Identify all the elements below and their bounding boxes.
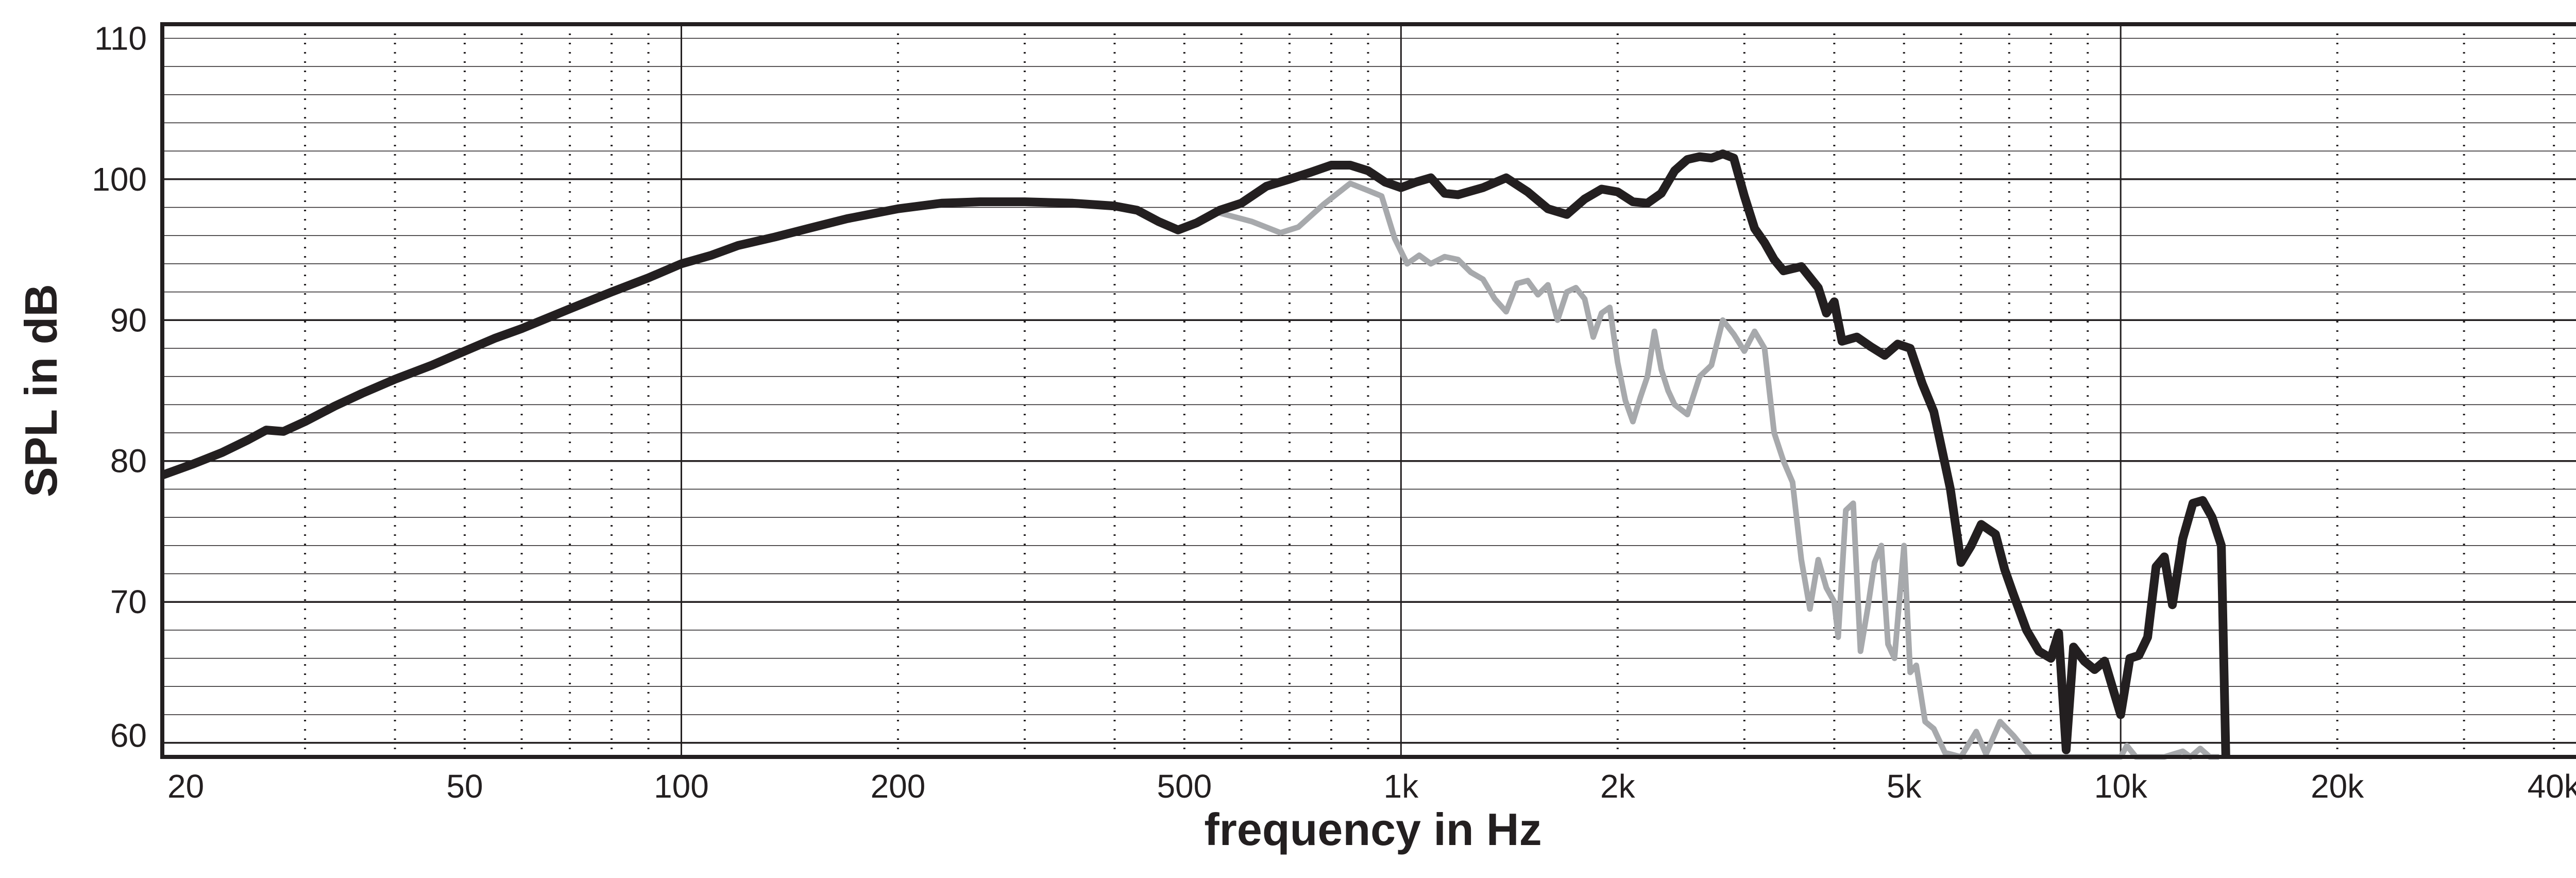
x-tick-label: 10k	[2094, 768, 2148, 805]
x-axis-title: frequency in Hz	[1204, 804, 1541, 855]
y-tick-label: 80	[110, 443, 147, 480]
y-tick-label: 70	[110, 583, 147, 620]
series-group	[161, 149, 2230, 760]
x-tick-labels: 20 50 100 200 500 1k 2k 5k 10k 20k 40k	[167, 768, 2576, 805]
x-tick-label: 200	[871, 768, 926, 805]
y-tick-label: 60	[110, 717, 147, 754]
x-tick-label: 50	[446, 768, 483, 805]
grid	[162, 24, 2576, 757]
x-tick-label: 20k	[2311, 768, 2364, 805]
x-tick-label: 2k	[1600, 768, 1636, 805]
y-axis-title: SPL in dB	[15, 284, 66, 497]
y-tick-labels: 60 70 80 90 100 110	[92, 20, 147, 754]
y-tick-label: 110	[94, 20, 147, 57]
y-tick-label: 100	[92, 161, 147, 198]
x-tick-label: 1k	[1384, 768, 1419, 805]
plot-frame	[160, 22, 2576, 759]
series-line-1	[161, 149, 2230, 757]
x-tick-label: 20	[167, 768, 204, 805]
series-line-2	[1219, 180, 2219, 760]
x-tick-label: 5k	[1887, 768, 1922, 805]
y-tick-label: 90	[110, 301, 147, 339]
x-tick-label: 500	[1157, 768, 1212, 805]
x-tick-label: 100	[654, 768, 709, 805]
x-tick-label: 40k	[2528, 768, 2576, 805]
